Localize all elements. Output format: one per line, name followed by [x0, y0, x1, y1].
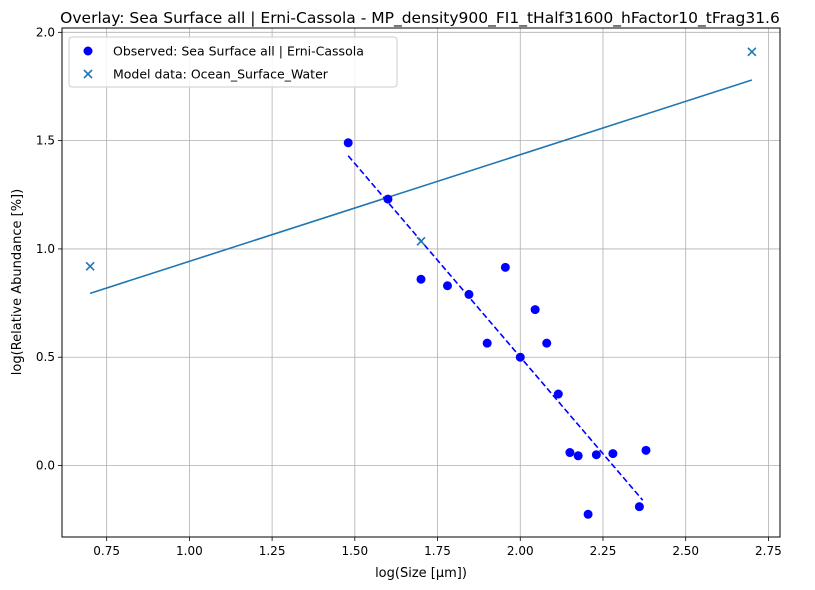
legend: Observed: Sea Surface all | Erni-Cassola…	[68, 36, 398, 88]
x-axis-label: log(Size [μm])	[375, 566, 467, 581]
observed-point	[553, 389, 563, 399]
observed-point	[591, 450, 601, 460]
x-tick-label: 2.25	[590, 544, 617, 558]
y-tick-label: 0.0	[36, 459, 55, 473]
y-axis-ticks: 0.0 0.5 1.0 1.5 2.0	[36, 25, 62, 473]
grid	[62, 28, 780, 537]
observed-point	[416, 274, 426, 284]
y-tick-label: 1.5	[36, 134, 55, 148]
x-tick-label: 1.75	[424, 544, 451, 558]
observed-point	[500, 262, 510, 272]
chart-title: Overlay: Sea Surface all | Erni-Cassola …	[60, 9, 780, 28]
observed-point	[573, 451, 583, 461]
legend-model-marker	[83, 69, 93, 79]
model-point	[416, 236, 426, 246]
model-point	[85, 261, 95, 271]
observed-point	[542, 338, 552, 348]
x-tick-label: 2.75	[755, 544, 782, 558]
y-tick-label: 1.0	[36, 242, 55, 256]
observed-point	[383, 194, 393, 204]
y-tick-label: 0.5	[36, 350, 55, 364]
observed-point	[608, 449, 618, 459]
observed-point	[343, 138, 353, 148]
legend-box	[68, 36, 398, 88]
model-point	[747, 47, 757, 57]
legend-observed-marker	[83, 46, 93, 56]
x-tick-label: 1.00	[176, 544, 203, 558]
observed-point	[641, 445, 651, 455]
fit-line	[89, 79, 753, 295]
y-axis-label: log(Relative Abundance [%])	[10, 189, 25, 375]
observed-point	[464, 289, 474, 299]
legend-model-label: Model data: Ocean_Surface_Water	[113, 67, 329, 82]
x-tick-label: 1.50	[341, 544, 368, 558]
observed-point	[442, 281, 452, 291]
x-tick-label: 2.00	[507, 544, 534, 558]
x-tick-label: 0.75	[93, 544, 120, 558]
observed-point	[565, 448, 575, 458]
observed-point	[530, 305, 540, 315]
x-axis-ticks: 0.75 1.00 1.25 1.50 1.75 2.00 2.25 2.50 2.75	[93, 537, 782, 558]
plot-frame	[61, 27, 781, 538]
observed-point	[634, 502, 644, 512]
x-tick-label: 2.50	[672, 544, 699, 558]
y-tick-label: 2.0	[36, 25, 55, 39]
fit-lines	[89, 79, 753, 501]
observed-point	[515, 352, 525, 362]
observed-point	[583, 509, 593, 519]
fit-line	[347, 155, 644, 501]
data-points	[85, 47, 757, 519]
x-tick-label: 1.25	[259, 544, 286, 558]
observed-point	[482, 338, 492, 348]
legend-observed-label: Observed: Sea Surface all | Erni-Cassola	[113, 44, 364, 59]
